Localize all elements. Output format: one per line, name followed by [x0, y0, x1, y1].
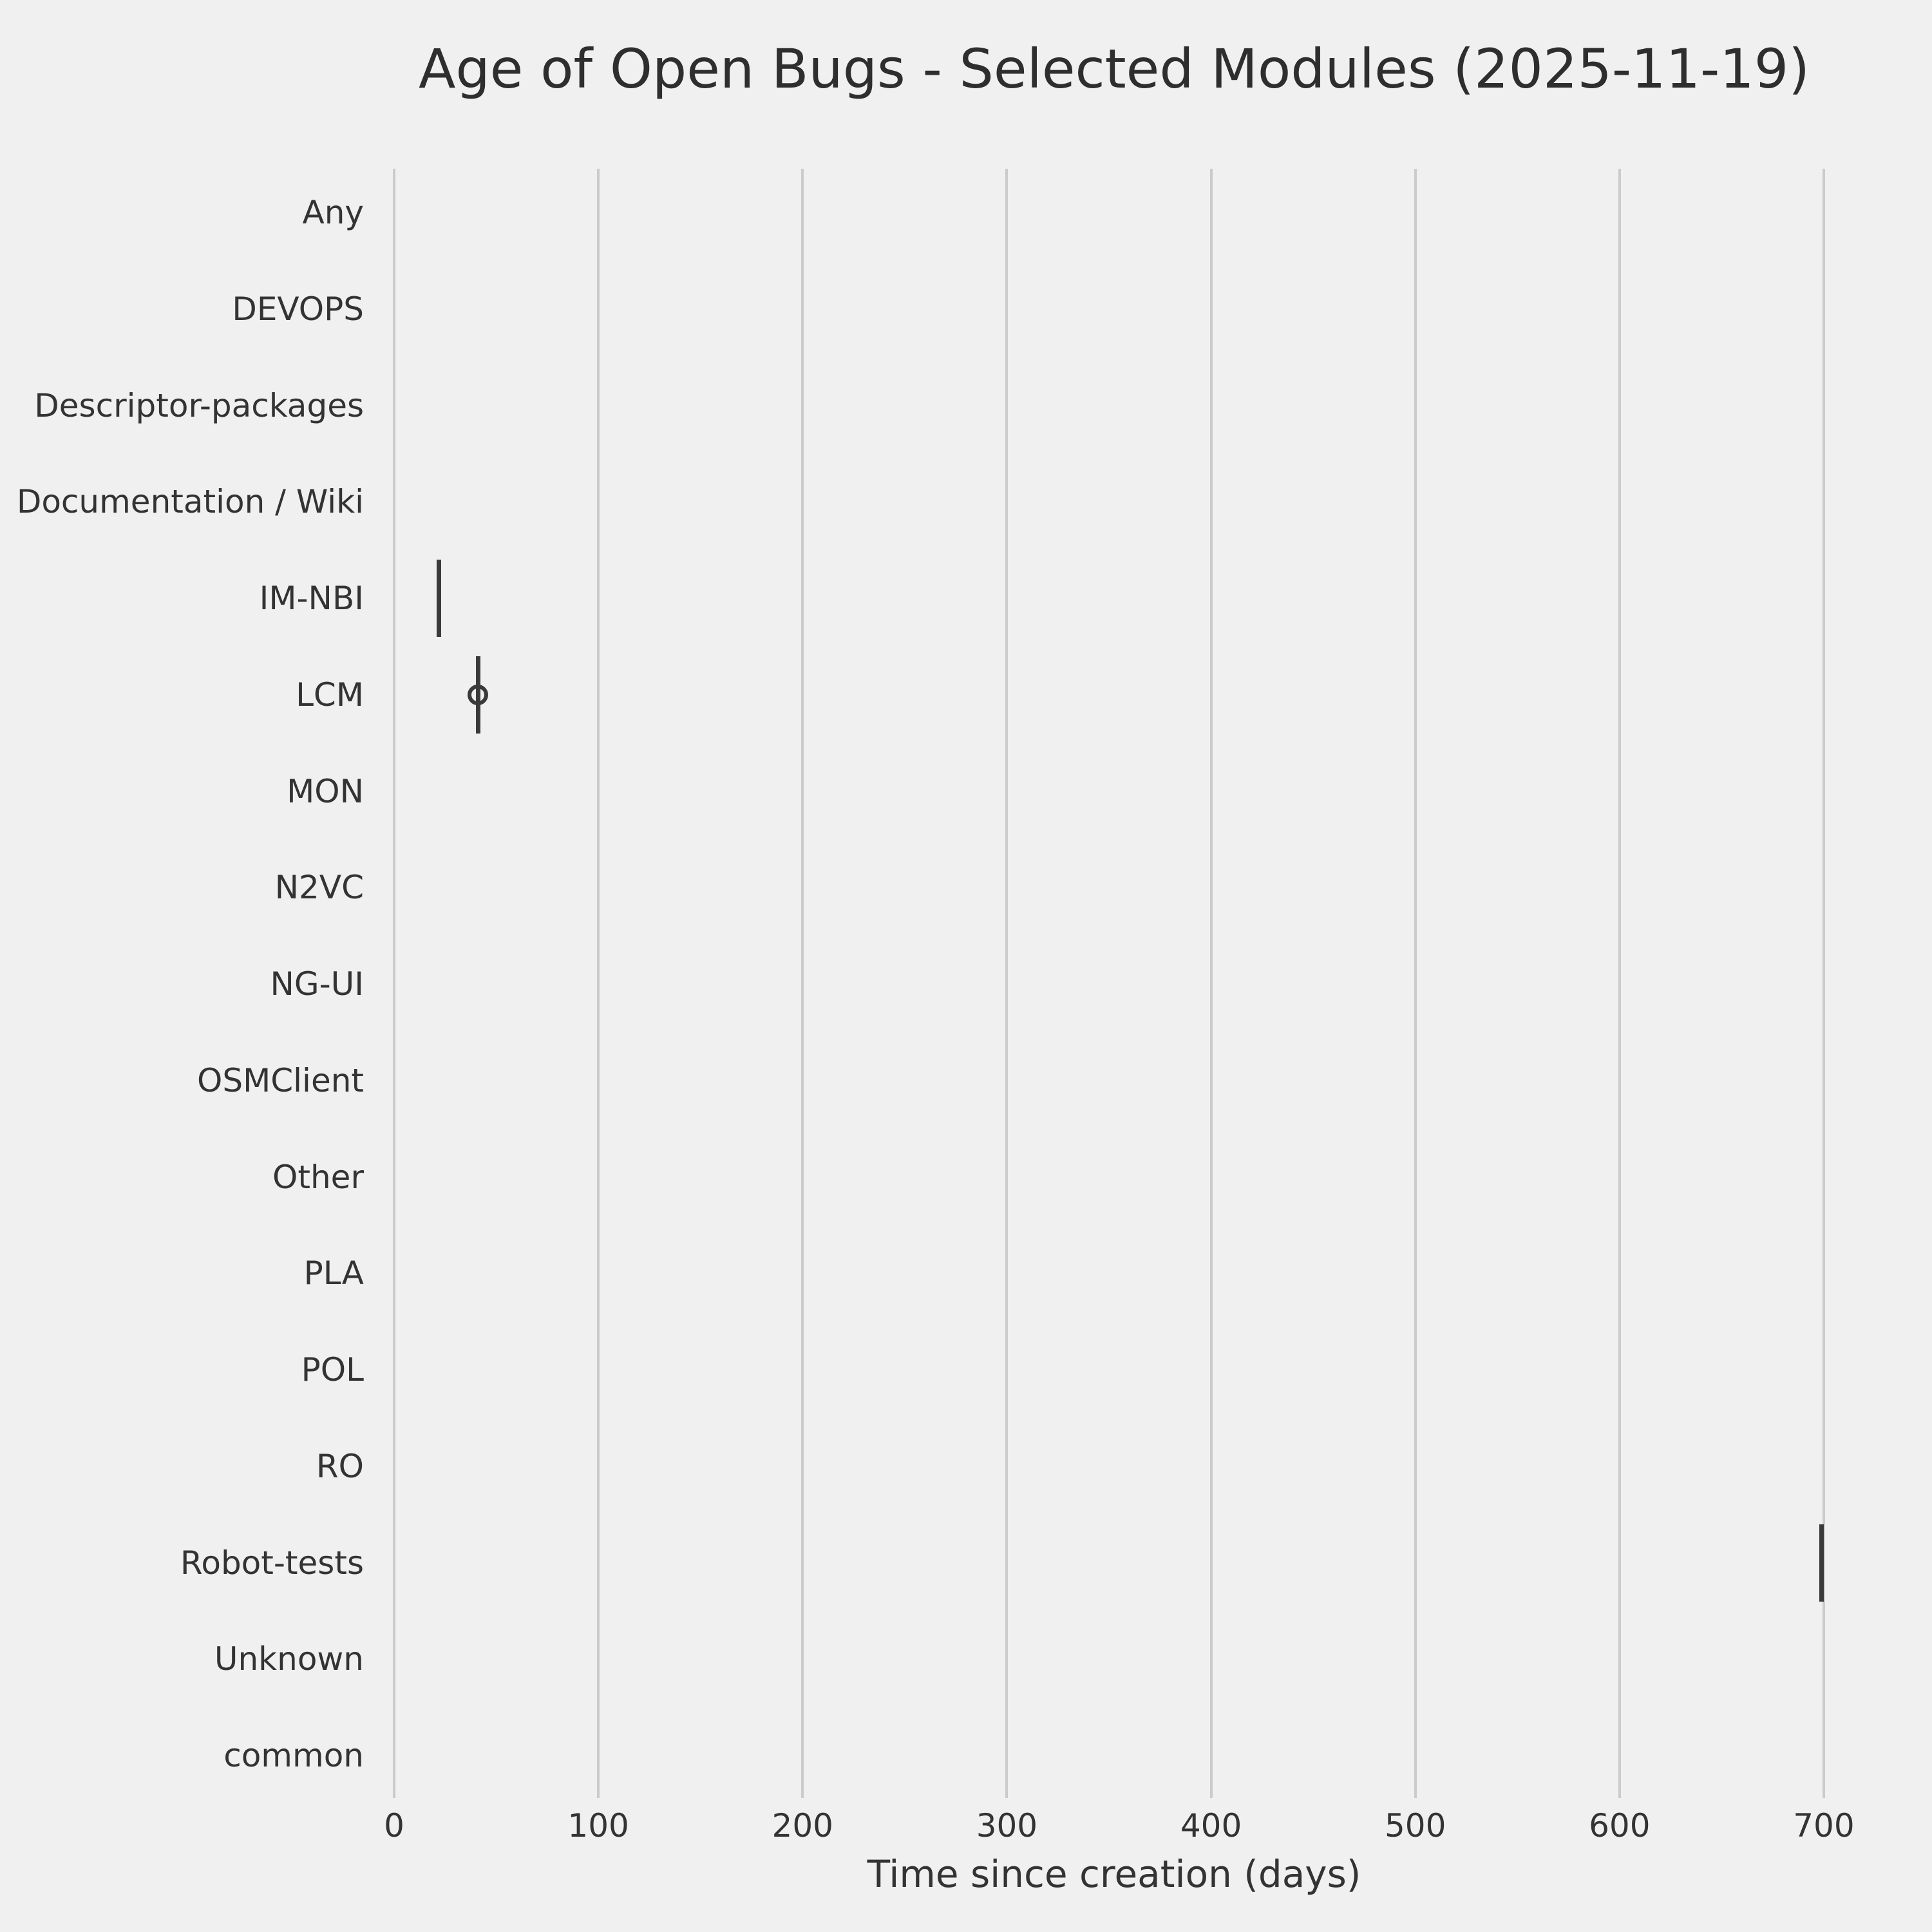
- x-gridline: [1005, 169, 1009, 1798]
- y-tick-label: RO: [316, 1447, 364, 1485]
- y-tick-label: IM-NBI: [259, 580, 364, 617]
- y-tick-label: common: [223, 1737, 364, 1774]
- median-line: [437, 560, 442, 637]
- y-tick-label: Documentation / Wiki: [16, 483, 364, 521]
- x-gridline: [1618, 169, 1621, 1798]
- x-tick-label: 600: [1589, 1807, 1651, 1844]
- x-tick-label: 100: [567, 1807, 629, 1844]
- y-tick-label: N2VC: [274, 869, 364, 907]
- y-tick-label: DEVOPS: [232, 290, 364, 328]
- x-axis-label: Time since creation (days): [867, 1852, 1361, 1896]
- y-tick-label: Other: [272, 1158, 364, 1196]
- x-tick-label: 200: [772, 1807, 833, 1844]
- x-gridline: [1209, 169, 1213, 1798]
- outlier-point: [468, 684, 489, 705]
- x-gridline: [1822, 169, 1825, 1798]
- chart-title: Age of Open Bugs - Selected Modules (202…: [418, 37, 1810, 100]
- x-gridline: [597, 169, 600, 1798]
- y-tick-label: Any: [302, 194, 364, 231]
- y-tick-label: MON: [287, 772, 364, 810]
- x-gridline: [393, 169, 395, 1798]
- x-tick-label: 0: [384, 1807, 404, 1844]
- y-tick-label: OSMClient: [197, 1061, 364, 1099]
- x-tick-label: 400: [1180, 1807, 1242, 1844]
- x-tick-label: 300: [976, 1807, 1038, 1844]
- median-line: [1819, 1524, 1824, 1602]
- y-tick-label: POL: [301, 1351, 364, 1388]
- y-tick-label: Unknown: [214, 1640, 364, 1678]
- x-gridline: [1414, 169, 1417, 1798]
- y-tick-label: NG-UI: [270, 965, 364, 1003]
- y-tick-label: LCM: [296, 676, 364, 714]
- x-tick-label: 500: [1384, 1807, 1446, 1844]
- x-tick-label: 700: [1793, 1807, 1855, 1844]
- x-gridline: [801, 169, 804, 1798]
- y-tick-label: Descriptor-packages: [34, 386, 364, 424]
- y-tick-label: PLA: [303, 1255, 364, 1293]
- y-tick-label: Robot-tests: [180, 1544, 364, 1582]
